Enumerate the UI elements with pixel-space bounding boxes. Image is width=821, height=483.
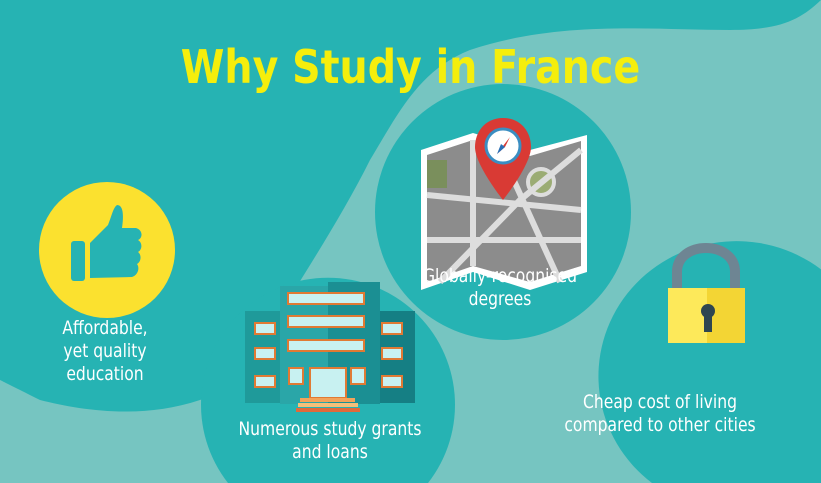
- item-line: Globally-recognised: [422, 265, 578, 287]
- item-living-cost: Cheap cost of living compared to other c…: [537, 391, 783, 437]
- item-line: yet quality: [63, 340, 147, 362]
- item-grants: Numerous study grants and loans: [207, 418, 453, 464]
- item-line: Affordable,: [62, 317, 148, 339]
- map-pin-icon: [421, 118, 587, 290]
- building-icon: [245, 282, 415, 412]
- top-left-blob: [0, 0, 821, 412]
- item-line: education: [66, 363, 144, 385]
- padlock-icon: [668, 243, 745, 343]
- page-title: Why Study in France: [180, 40, 641, 94]
- item-line: degrees: [468, 288, 532, 310]
- item-line: Numerous study grants: [238, 418, 422, 440]
- item-degrees: Globally-recognised degrees: [385, 265, 615, 311]
- item-affordable: Affordable, yet quality education: [35, 317, 174, 386]
- thumbs-up-icon: [71, 205, 142, 281]
- item-line: Cheap cost of living: [583, 391, 737, 413]
- lock-circle: [598, 241, 821, 483]
- item-line: compared to other cities: [564, 414, 756, 436]
- item-line: and loans: [292, 441, 368, 463]
